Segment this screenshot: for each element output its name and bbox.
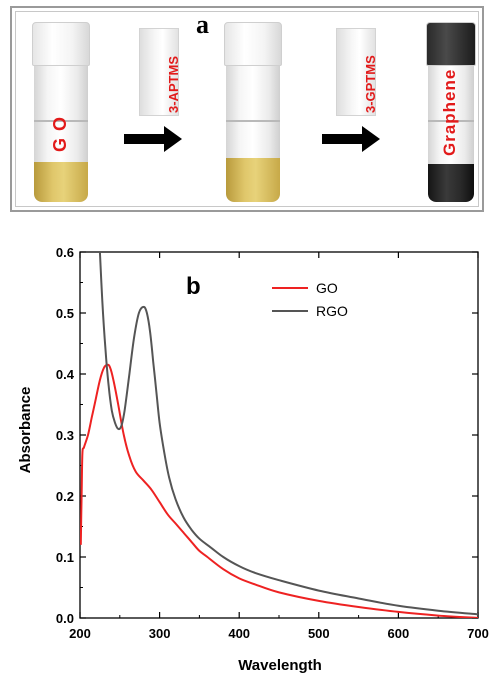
vial-liquid bbox=[428, 164, 474, 202]
arrow-right-icon bbox=[124, 126, 182, 152]
y-axis-label: Absorbance bbox=[17, 387, 34, 474]
y-tick-label: 0.5 bbox=[56, 306, 74, 321]
x-tick-label: 200 bbox=[69, 626, 91, 641]
y-tick-label: 0.6 bbox=[56, 245, 74, 260]
y-tick-label: 0.4 bbox=[56, 367, 75, 382]
x-tick-label: 500 bbox=[308, 626, 330, 641]
vial-cap bbox=[32, 22, 90, 66]
y-tick-label: 0.2 bbox=[56, 489, 74, 504]
reagent-label-gptms: 3-GPTMS bbox=[363, 55, 378, 113]
vial-label-go: G O bbox=[50, 115, 70, 152]
vial-glass bbox=[226, 66, 280, 202]
x-tick-label: 700 bbox=[467, 626, 489, 641]
legend-label-rgo: RGO bbox=[316, 303, 348, 319]
reagent-tile-aptms: 3-APTMS bbox=[139, 28, 181, 116]
reagent-label-aptms: 3-APTMS bbox=[166, 55, 181, 113]
plot-border bbox=[79, 251, 479, 619]
y-tick-label: 0.3 bbox=[56, 428, 74, 443]
vial-cap bbox=[426, 22, 476, 66]
panel-a-inner-frame bbox=[15, 11, 479, 207]
reagent-tile-gptms: 3-GPTMS bbox=[336, 28, 378, 116]
x-axis-ticks: 200 300 400 500 600 700 bbox=[69, 252, 489, 641]
series-layer bbox=[80, 252, 478, 618]
vial-glass bbox=[34, 66, 88, 202]
vial-liquid bbox=[226, 158, 280, 202]
legend: GO RGO bbox=[272, 280, 348, 319]
panel-a-letter: a bbox=[196, 10, 209, 39]
y-tick-label: 0.1 bbox=[56, 550, 74, 565]
y-axis-ticks: 0.0 0.1 0.2 0.3 0.4 0.5 0.6 bbox=[56, 245, 478, 626]
panel-a-photo: a G O 3-APTMS 3-GPTMS Graphe bbox=[10, 6, 484, 212]
vial-glass bbox=[428, 66, 474, 202]
arrow-right-icon bbox=[322, 126, 380, 152]
plot-frame bbox=[79, 251, 479, 619]
vial-graphene: Graphene bbox=[426, 22, 476, 202]
legend-label-go: GO bbox=[316, 280, 338, 296]
absorbance-chart: 200 300 400 500 600 700 0.0 0.1 0.2 0.3 0.4 0.5 0.6… bbox=[17, 245, 489, 674]
vial-label-graphene: Graphene bbox=[440, 68, 459, 156]
x-tick-label: 600 bbox=[388, 626, 410, 641]
vial-liquid bbox=[34, 162, 88, 202]
vial-cap bbox=[224, 22, 282, 66]
panel-b-letter: b bbox=[186, 273, 201, 300]
x-tick-label: 300 bbox=[149, 626, 171, 641]
y-tick-label: 0.0 bbox=[56, 611, 74, 626]
x-axis-label: Wavelength bbox=[238, 657, 322, 674]
vial-go-aptms bbox=[224, 22, 282, 202]
series-line-go bbox=[80, 363, 478, 618]
series-line-rgo bbox=[98, 252, 478, 616]
x-tick-label: 400 bbox=[228, 626, 250, 641]
vial-go: G O bbox=[32, 22, 90, 202]
